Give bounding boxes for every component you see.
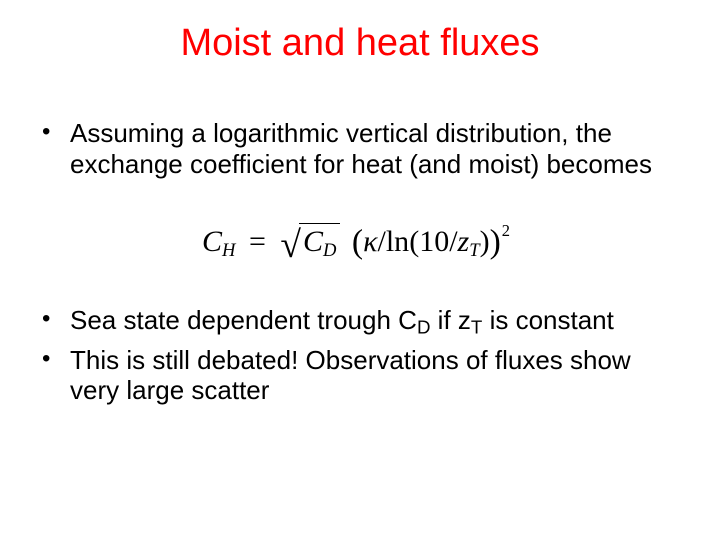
bullet-list-top: Assuming a logarithmic vertical distribu… [36,118,676,179]
eq-ln: ln [386,225,409,258]
eq-inner-rparen: ) [480,225,490,258]
equation: CH = √CD (κ/ln(10/zT))2 [202,221,510,266]
bullet-sub-zT: T [471,316,482,337]
eq-big-lparen: ( [352,224,363,261]
eq-equals: = [249,225,266,258]
bullet-text-post: is constant [482,305,614,335]
bullet-item: Sea state dependent trough CD if zT is c… [36,305,676,339]
eq-power-2: 2 [502,221,510,240]
bullet-sub-CD: D [417,316,431,337]
bullet-text-pre: Sea state dependent trough C [70,305,417,335]
eq-slash2: / [449,225,457,258]
eq-z: z [458,225,470,258]
equation-block: CH = √CD (κ/ln(10/zT))2 [36,221,676,266]
bullet-text-mid: if z [430,305,470,335]
bullet-text: This is still debated! Observations of f… [70,345,631,406]
eq-CD-sub-D: D [323,240,336,261]
bullet-list-bottom: Sea state dependent trough CD if zT is c… [36,305,676,406]
eq-lhs-sub-H: H [222,240,235,261]
eq-inner-lparen: ( [409,225,419,258]
slide: Moist and heat fluxes Assuming a logarit… [0,0,720,540]
eq-big-rparen: ) [490,224,501,261]
slide-body: Assuming a logarithmic vertical distribu… [36,118,676,412]
eq-z-sub-T: T [469,240,479,261]
eq-slash1: / [378,225,386,258]
eq-radicand: CD [299,223,340,258]
eq-surd: √ [280,225,301,266]
eq-ten: 10 [419,225,449,258]
bullet-item: This is still debated! Observations of f… [36,345,676,406]
bullet-item: Assuming a logarithmic vertical distribu… [36,118,676,179]
eq-CD-C: C [303,225,323,258]
eq-kappa: κ [363,225,377,258]
slide-title: Moist and heat fluxes [0,22,720,65]
eq-lhs-C: C [202,225,222,258]
bullet-text: Assuming a logarithmic vertical distribu… [70,118,652,179]
eq-sqrt: √CD [279,224,340,267]
